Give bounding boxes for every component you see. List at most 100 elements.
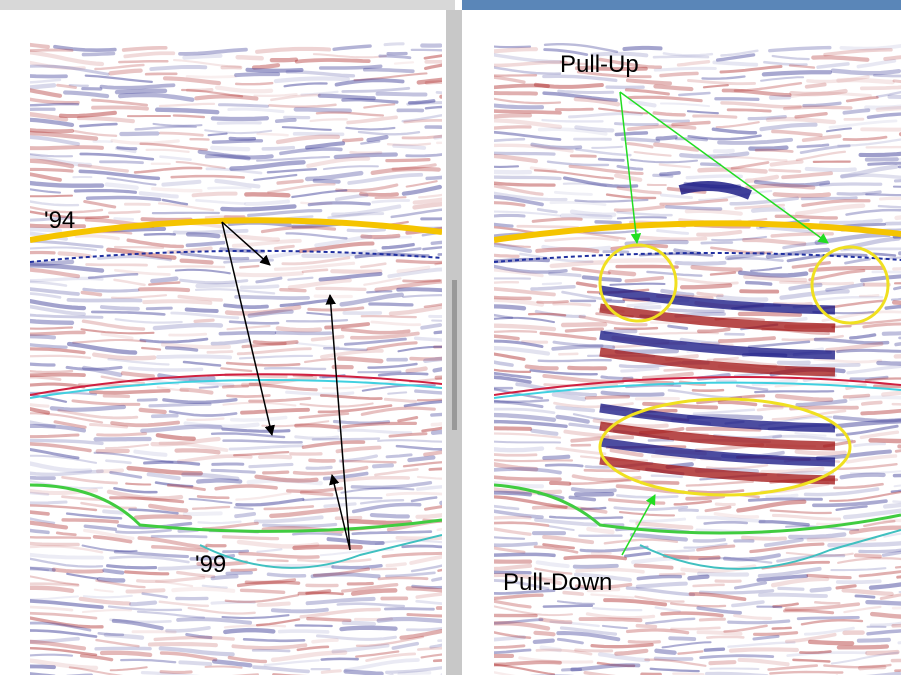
seismic-trace xyxy=(300,90,339,96)
seismic-trace xyxy=(801,198,871,208)
seismic-trace xyxy=(659,71,699,78)
seismic-trace xyxy=(133,514,193,520)
seismic-trace xyxy=(315,111,385,117)
seismic-trace xyxy=(667,324,689,330)
seismic-trace xyxy=(828,119,898,129)
seismic-trace xyxy=(287,278,352,290)
seismic-trace xyxy=(403,400,442,408)
seismic-trace xyxy=(183,421,260,429)
seismic-trace xyxy=(668,636,697,642)
seismic-trace xyxy=(244,578,297,585)
seismic-trace xyxy=(281,256,351,266)
anomaly-band xyxy=(599,437,836,467)
seismic-trace xyxy=(783,105,853,111)
seismic-trace xyxy=(396,265,431,274)
seismic-trace xyxy=(222,549,250,554)
seismic-trace xyxy=(235,497,305,507)
seismic-trace xyxy=(176,617,253,625)
seismic-trace xyxy=(402,461,442,468)
seismic-trace xyxy=(236,580,301,588)
seismic-trace xyxy=(160,342,231,350)
seismic-trace xyxy=(865,599,901,606)
seismic-trace xyxy=(658,572,686,576)
seismic-trace xyxy=(185,632,213,640)
seismic-trace xyxy=(270,650,348,663)
seismic-trace xyxy=(811,55,870,62)
seismic-trace xyxy=(653,142,700,152)
seismic-trace xyxy=(391,641,420,650)
seismic-trace xyxy=(30,375,62,382)
arrow xyxy=(325,293,351,551)
seismic-trace xyxy=(97,631,125,637)
seismic-trace xyxy=(609,448,644,458)
seismic-trace xyxy=(828,491,901,502)
seismic-trace xyxy=(159,670,193,674)
seismic-trace xyxy=(178,47,248,56)
seismic-trace xyxy=(312,567,371,577)
seismic-trace xyxy=(623,551,652,558)
seismic-trace xyxy=(884,304,901,310)
seismic-trace xyxy=(771,129,823,137)
seismic-trace xyxy=(494,521,550,527)
seismic-trace xyxy=(423,303,442,308)
seismic-trace xyxy=(339,625,398,632)
seismic-trace xyxy=(633,305,662,311)
arrow xyxy=(619,91,829,244)
seismic-trace xyxy=(494,432,562,439)
seismic-trace xyxy=(161,198,189,206)
seismic-trace xyxy=(30,585,75,593)
seismic-trace xyxy=(341,98,399,104)
seismic-trace xyxy=(292,131,345,137)
seismic-trace xyxy=(106,177,157,186)
seismic-trace xyxy=(239,588,286,595)
seismic-trace xyxy=(659,198,729,206)
seismic-trace xyxy=(255,46,332,54)
seismic-trace xyxy=(700,241,734,245)
seismic-trace xyxy=(178,660,213,666)
seismic-trace xyxy=(574,198,649,203)
seismic-trace xyxy=(737,311,803,317)
seismic-trace xyxy=(541,118,604,123)
seismic-trace xyxy=(854,594,876,599)
seismic-trace xyxy=(825,282,865,292)
seismic-trace xyxy=(795,399,848,407)
seismic-trace xyxy=(275,326,323,333)
seismic-trace xyxy=(253,93,298,98)
seismic-trace xyxy=(267,182,336,194)
seismic-trace xyxy=(532,638,555,644)
seismic-trace xyxy=(374,467,419,477)
seismic-trace xyxy=(407,455,436,463)
seismic-trace xyxy=(494,671,516,675)
seismic-trace xyxy=(813,357,883,364)
seismic-trace xyxy=(494,563,533,571)
seismic-trace xyxy=(494,213,526,218)
seismic-trace xyxy=(613,326,659,331)
seismic-trace xyxy=(257,454,293,460)
seismic-trace xyxy=(366,290,393,294)
seismic-trace xyxy=(273,261,356,271)
seismic-trace xyxy=(30,491,50,496)
seismic-trace xyxy=(697,571,750,577)
seismic-trace xyxy=(867,161,901,166)
seismic-trace xyxy=(494,490,532,497)
seismic-trace xyxy=(414,389,442,395)
seismic-trace xyxy=(580,506,607,511)
seismic-trace xyxy=(336,356,384,364)
seismic-trace xyxy=(89,389,171,395)
seismic-trace xyxy=(228,136,257,141)
seismic-trace xyxy=(227,107,285,114)
seismic-trace xyxy=(117,92,195,102)
seismic-trace xyxy=(262,470,290,475)
seismic-trace xyxy=(598,107,649,115)
seismic-trace xyxy=(494,253,520,258)
seismic-trace xyxy=(823,663,892,669)
seismic-trace xyxy=(81,365,123,378)
seismic-trace xyxy=(376,616,442,624)
seismic-trace xyxy=(68,83,89,87)
seismic-trace xyxy=(765,493,799,499)
seismic-trace xyxy=(703,647,726,652)
seismic-trace xyxy=(152,122,203,127)
seismic-trace xyxy=(893,484,901,488)
anomaly-band xyxy=(678,181,752,200)
seismic-trace xyxy=(494,175,562,181)
